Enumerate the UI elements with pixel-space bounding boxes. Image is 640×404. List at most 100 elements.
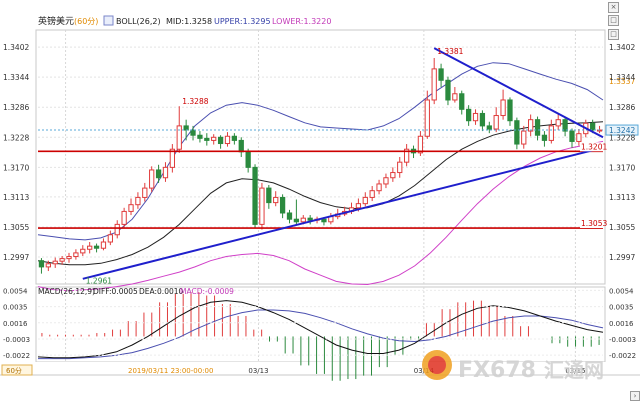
y-tick-label-right: 1.3170	[609, 163, 635, 172]
macd-dea-line	[38, 309, 604, 360]
current-price-badge	[605, 124, 639, 136]
candle-body-up	[273, 196, 279, 204]
candle-body-up	[66, 256, 72, 260]
trendline	[433, 47, 604, 139]
y-tick-label-left: 1.2997	[3, 253, 29, 262]
candle-body-down	[590, 122, 596, 131]
candle-body-up	[142, 187, 148, 198]
candle-body-up	[100, 241, 107, 249]
symbol-name: 英镑美元	[38, 15, 74, 27]
y-tick-label-left: 1.3113	[3, 193, 29, 202]
macd-tick-label-right: 0.0035	[609, 304, 634, 312]
trendline	[82, 146, 604, 280]
candle-body-up	[576, 133, 582, 142]
candle-body-down	[514, 120, 520, 145]
candle-body-down	[38, 260, 45, 268]
main-plot-area	[35, 29, 606, 285]
candle-body-up	[431, 68, 437, 101]
candle-body-up	[107, 234, 113, 243]
macd-hist-value: MACD:-0.0009	[180, 287, 234, 296]
boll-settings-icon[interactable]	[103, 15, 114, 26]
price-axis: 1.3402 1.3402 1.3344 1.3344 1.3286 1.3286 1.32…	[3, 43, 635, 262]
candle-body-down	[321, 218, 327, 223]
boll-label: BOLL(26,2)	[116, 17, 161, 26]
axis-price-label: 1.3337	[609, 77, 635, 86]
y-tick-label-right: 1.3055	[609, 223, 635, 232]
x-tick-label: 03/13	[248, 367, 268, 375]
window-maximize-icon[interactable]: □	[608, 29, 619, 40]
current-price-label: 1.3242	[609, 126, 635, 135]
macd-tick-label-left: 0.0035	[3, 304, 28, 312]
candle-body-up	[403, 148, 410, 163]
y-tick-label-right: 1.3228	[609, 133, 635, 142]
candle-body-down	[266, 187, 272, 204]
candle-body-up	[548, 125, 554, 141]
candle-body-down	[507, 99, 513, 122]
candle-body-down	[534, 119, 541, 136]
candle-body-up	[87, 245, 93, 250]
candle-body-down	[93, 245, 100, 249]
candle-body-down	[562, 119, 568, 132]
macd-header: MACD(26,12,9) DIFF:0.0005 DEA:0.0010 MAC…	[38, 287, 234, 296]
period-badge[interactable]	[1, 364, 33, 376]
candle-body-up	[176, 125, 182, 150]
window-close-icon[interactable]: ×	[608, 2, 619, 13]
footer-area	[0, 362, 640, 400]
candle-body-down	[245, 151, 251, 168]
boll-mid-line	[37, 121, 604, 266]
chart-header: 英镑美元 (60分) BOLL(26,2) MID:1.3258 UPPER:1…	[38, 15, 331, 27]
watermark-logo-inner-icon	[428, 356, 446, 374]
candle-body-up	[424, 99, 430, 137]
candle-body-down	[569, 130, 575, 142]
watermark: FX678 汇通网	[422, 350, 604, 383]
candle-body-up	[259, 187, 265, 225]
candle-body-down	[445, 79, 451, 101]
candle-body-up	[376, 183, 382, 192]
candle-body-down	[307, 217, 313, 221]
macd-axis: 0.0054 0.0054 0.0035 0.0035 0.0016 0.0016 -0.0…	[3, 287, 636, 360]
candle-body-up	[355, 203, 362, 209]
y-tick-label-right: 1.3344	[609, 73, 635, 82]
extreme-price-label: 1.2961	[86, 277, 112, 286]
macd-label: MACD(26,12,9)	[38, 287, 95, 296]
candle-body-up	[390, 172, 396, 179]
macd-tick-label-left: -0.0003	[3, 336, 30, 344]
period-label: (60分)	[74, 17, 98, 26]
y-tick-label-right: 1.3286	[609, 103, 635, 112]
candle-body-down	[252, 166, 258, 225]
candle-body-down	[486, 125, 492, 130]
boll-upper-line	[37, 62, 604, 241]
candle-body-up	[114, 223, 120, 236]
x-tick-label: 03/15	[565, 367, 585, 375]
candle-body-up	[162, 166, 169, 179]
bollinger-bands	[37, 62, 604, 292]
candle-body-up	[452, 93, 458, 101]
macd-diff-value: DIFF:0.0005	[93, 287, 138, 296]
macd-plot-area	[35, 286, 606, 363]
candle-body-down	[204, 137, 210, 141]
candle-body-down	[231, 135, 238, 141]
trendlines	[82, 47, 604, 280]
macd-tick-label-right: 0.0054	[609, 287, 634, 295]
boll-upper-value: UPPER:1.3295	[214, 17, 271, 26]
y-tick-label-left: 1.3286	[3, 103, 29, 112]
candle-body-up	[149, 169, 155, 189]
candle-body-up	[417, 135, 424, 154]
window-maximize-icon[interactable]: □	[608, 15, 619, 26]
candle-body-up	[128, 204, 134, 212]
candle-body-down	[155, 169, 162, 179]
candle-body-up	[521, 130, 527, 145]
footer-bar: 60分 2019/03/11 23:00-00:00	[1, 364, 213, 376]
period-badge-label: 60分	[6, 366, 22, 375]
boll-lower-line	[37, 140, 604, 292]
candle-body-down	[293, 218, 300, 223]
boll-lower-value: LOWER:1.3220	[272, 17, 331, 26]
y-tick-label-left: 1.3402	[3, 43, 29, 52]
level-label-bg	[580, 142, 604, 152]
y-tick-label-left: 1.3228	[3, 133, 29, 142]
gridlines	[38, 30, 603, 362]
candle-body-up	[493, 115, 499, 130]
candle-body-down	[217, 136, 224, 145]
